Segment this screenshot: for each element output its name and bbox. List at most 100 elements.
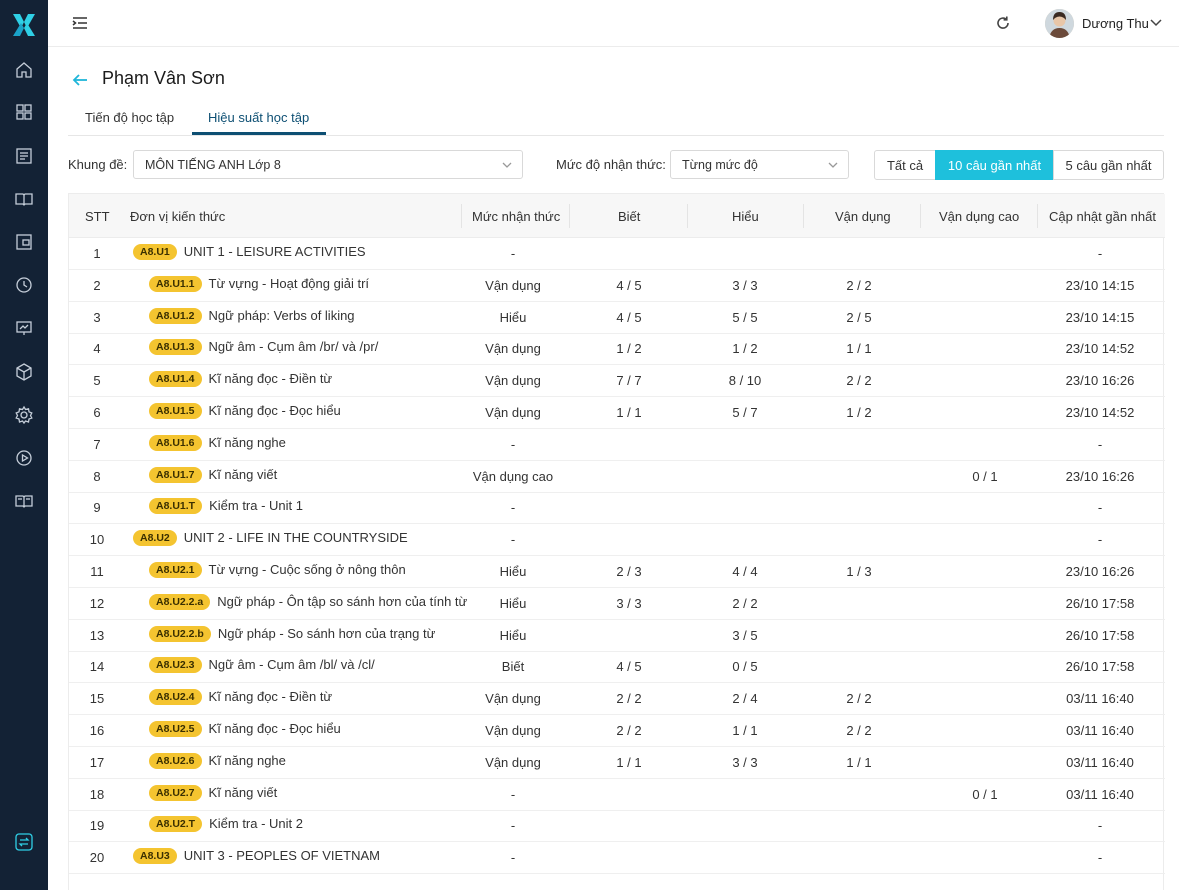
row-stt: 2	[93, 277, 101, 293]
row-biet: 3 / 3	[616, 595, 642, 611]
segment-all[interactable]: Tất cả	[874, 150, 936, 180]
tab-performance[interactable]: Hiệu suất học tập	[208, 110, 310, 125]
table-row[interactable]: 2 A8.U1.1 Từ vựng - Hoạt động giải trí Vận …	[69, 270, 1165, 302]
table-row[interactable]: 19 A8.U2.T Kiểm tra - Unit 2 - -	[69, 810, 1165, 843]
row-updated: 03/11 16:40	[1066, 754, 1134, 770]
logo[interactable]	[11, 12, 37, 38]
table-row[interactable]: 1 A8.U1 UNIT 1 - LEISURE ACTIVITIES - -	[69, 238, 1165, 270]
row-unit: A8.U1.2 Ngữ pháp: Verbs of liking	[149, 307, 355, 324]
framework-select[interactable]: MÔN TIẾNG ANH Lớp 8	[133, 150, 523, 179]
row-level: Vận dụng	[485, 373, 541, 389]
unit-code-badge: A8.U2.1	[149, 562, 202, 578]
tab-progress[interactable]: Tiến độ học tập	[85, 110, 175, 125]
back-arrow-icon[interactable]	[71, 71, 89, 89]
unit-name: Kĩ năng đọc - Điền từ	[208, 689, 333, 705]
presentation-icon[interactable]	[14, 318, 34, 338]
row-vd: 1 / 3	[846, 564, 872, 579]
list-icon[interactable]	[14, 146, 34, 166]
header-divider	[1037, 204, 1038, 228]
row-stt: 5	[93, 373, 101, 389]
row-level: Vận dụng	[485, 277, 541, 293]
table-row[interactable]: 20 A8.U3 UNIT 3 - PEOPLES OF VIETNAM - -	[69, 842, 1165, 875]
menu-toggle-icon[interactable]	[70, 13, 90, 33]
row-hieu: 2 / 2	[732, 595, 758, 611]
table-row[interactable]: 5 A8.U1.4 Kĩ năng đọc - Điền từ Vận dụng 7 /…	[69, 365, 1165, 398]
header-vd: Vận dụng	[835, 209, 891, 224]
table-row[interactable]: 16 A8.U2.5 Kĩ năng đọc - Đọc hiểu Vận dụng 2…	[69, 715, 1165, 747]
user-name[interactable]: Dương Thu	[1082, 16, 1149, 31]
segment-last-10[interactable]: 10 câu gần nhất	[935, 150, 1054, 180]
row-level: Hiểu	[499, 309, 527, 325]
row-biet: 2 / 2	[616, 723, 642, 738]
table-row[interactable]: 13 A8.U2.2.b Ngữ pháp - So sánh hơn của tr…	[69, 620, 1165, 652]
table-row[interactable]: 9 A8.U1.T Kiểm tra - Unit 1 - -	[69, 492, 1165, 525]
table-row[interactable]: 14 A8.U2.3 Ngữ âm - Cụm âm /bl/ và /cl/Biế…	[69, 651, 1165, 684]
row-unit: A8.U1.T Kiểm tra - Unit 1	[149, 498, 304, 515]
clock-icon[interactable]	[14, 275, 34, 295]
table-row[interactable]: 4 A8.U1.3 Ngữ âm - Cụm âm /br/ và /pr/Vận …	[69, 333, 1165, 366]
sidebar	[0, 0, 48, 890]
row-unit: A8.U2.2.b Ngữ pháp - So sánh hơn của trạn…	[149, 625, 436, 642]
unit-code-badge: A8.U1	[133, 244, 177, 260]
row-level: Hiểu	[499, 627, 527, 643]
refresh-icon[interactable]	[994, 14, 1012, 32]
row-stt: 10	[89, 532, 105, 548]
segment-last-5[interactable]: 5 câu gần nhất	[1053, 150, 1164, 180]
row-level: -	[510, 532, 516, 548]
row-vd: 2 / 2	[846, 691, 872, 707]
unit-name: Kĩ năng đọc - Điền từ	[208, 371, 333, 387]
row-stt: 7	[93, 436, 101, 452]
unit-code-badge: A8.U2.3	[149, 657, 202, 674]
unit-name: Ngữ pháp - So sánh hơn của trạng từ	[217, 625, 436, 641]
table-row[interactable]: 18 A8.U2.7 Kĩ năng viết - 0 / 1 03/11 16:40	[69, 779, 1165, 811]
row-stt: 6	[93, 405, 101, 420]
unit-name: Từ vựng - Cuộc sống ở nông thôn	[208, 562, 406, 577]
row-updated: 23/10 16:26	[1065, 373, 1135, 389]
unit-code-badge: A8.U2.6	[149, 752, 202, 769]
table-row[interactable]: 11 A8.U2.1 Từ vựng - Cuộc sống ở nông thôn…	[69, 556, 1165, 588]
table-header: STT Đơn vị kiến thức Mức nhận thức Biết …	[69, 194, 1165, 238]
home-icon[interactable]	[14, 60, 34, 80]
table-row[interactable]: 15 A8.U2.4 Kĩ năng đọc - Điền từ Vận dụng 2 …	[69, 683, 1165, 716]
row-level: -	[510, 818, 516, 834]
table-row[interactable]: 6 A8.U1.5 Kĩ năng đọc - Đọc hiểu Vận dụng 1 …	[69, 397, 1165, 429]
row-hieu: 2 / 4	[732, 691, 758, 707]
level-select[interactable]: Từng mức độ	[670, 150, 849, 179]
table-row[interactable]: 12 A8.U2.2.a Ngữ pháp - Ôn tập so sánh hơn…	[69, 588, 1165, 620]
row-vd: 1 / 1	[846, 754, 872, 770]
header-stt: STT	[85, 209, 110, 224]
swap-icon[interactable]	[14, 832, 34, 852]
row-vd: 1 / 2	[846, 405, 872, 420]
row-hieu: 1 / 2	[732, 341, 758, 357]
row-stt: 15	[89, 691, 105, 707]
table-row[interactable]: 17 A8.U2.6 Kĩ năng nghe Vận dụng 1 / 1 3 / 3 1…	[69, 747, 1165, 779]
row-biet: 2 / 2	[616, 691, 642, 707]
row-stt: 8	[93, 468, 101, 484]
unit-name: Kiểm tra - Unit 1	[209, 498, 304, 514]
grid-icon[interactable]	[14, 102, 34, 122]
row-unit: A8.U1.3 Ngữ âm - Cụm âm /br/ và /pr/	[149, 339, 378, 356]
framework-value: MÔN TIẾNG ANH Lớp 8	[145, 158, 281, 172]
row-level: -	[510, 436, 516, 452]
book-icon[interactable]	[14, 189, 34, 209]
play-icon[interactable]	[14, 448, 34, 468]
avatar[interactable]	[1045, 9, 1074, 38]
row-stt: 11	[90, 564, 104, 579]
row-unit: A8.U2.3 Ngữ âm - Cụm âm /bl/ và /cl/	[149, 657, 375, 674]
table-row[interactable]: 10 A8.U2 UNIT 2 - LIFE IN THE COUNTRYSIDE -…	[69, 524, 1165, 557]
unit-code-badge: A8.U1.2	[149, 307, 202, 324]
row-updated: -	[1097, 532, 1103, 548]
row-unit: A8.U1.6 Kĩ năng nghe	[149, 434, 286, 451]
table-row[interactable]: 8 A8.U1.7 Kĩ năng viết Vận dụng cao 0 / 1 23/…	[69, 461, 1165, 493]
row-unit: A8.U2.1 Từ vựng - Cuộc sống ở nông thôn	[149, 562, 406, 578]
chevron-down-icon[interactable]	[1149, 15, 1163, 29]
table-row[interactable]: 7 A8.U1.6 Kĩ năng nghe - -	[69, 429, 1165, 461]
settings-icon[interactable]	[14, 405, 34, 425]
row-updated: 23/10 16:26	[1065, 468, 1135, 484]
table-row[interactable]: 3 A8.U1.2 Ngữ pháp: Verbs of liking Hiểu 4 /…	[69, 302, 1165, 334]
row-stt: 14	[89, 659, 105, 675]
row-level: Vận dụng	[485, 754, 541, 770]
tablet-icon[interactable]	[14, 232, 34, 252]
cube-icon[interactable]	[14, 362, 34, 382]
book-open-icon[interactable]	[14, 491, 34, 511]
